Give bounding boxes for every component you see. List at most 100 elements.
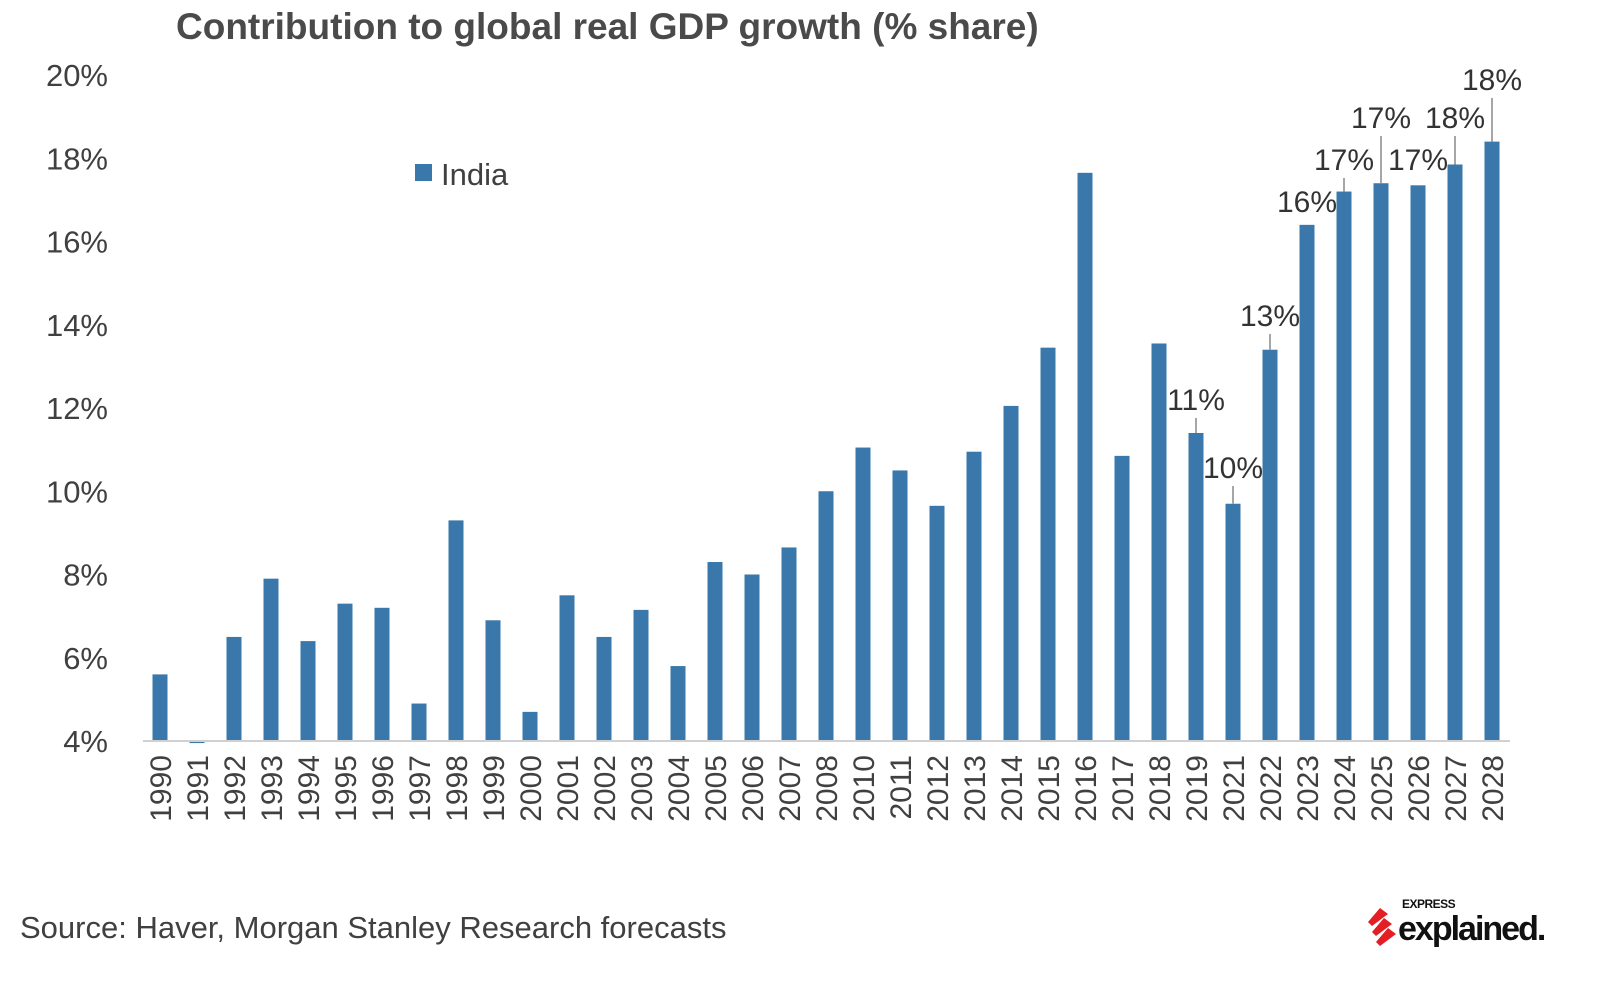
x-tick-label: 2027	[1440, 755, 1473, 822]
bar-2005	[707, 562, 723, 741]
bar-1993	[263, 578, 279, 741]
y-tick-label: 6%	[63, 641, 108, 676]
bar-2004	[670, 666, 686, 741]
bar-chart: 4% 6% 8% 10% 12% 14% 16% 18% 20% 1990 1991 1992 1993…	[46, 58, 1522, 822]
bar-2010	[855, 447, 871, 741]
x-tick-label: 1992	[219, 755, 252, 822]
bar-1998	[448, 520, 464, 741]
bar-1991	[189, 741, 205, 744]
x-tick-label: 2024	[1329, 755, 1362, 822]
x-tick-label: 2025	[1366, 755, 1399, 822]
data-label-2027: 18%	[1425, 102, 1485, 135]
bar-2008	[818, 491, 834, 741]
data-label-2021: 10%	[1203, 452, 1263, 485]
bar-2017	[1114, 455, 1130, 741]
x-tick-label: 1990	[145, 755, 178, 822]
x-tick-label: 2008	[811, 755, 844, 822]
bar-2023	[1299, 224, 1315, 742]
x-tick-label: 2007	[774, 755, 807, 822]
bar-1997	[411, 703, 427, 741]
legend-swatch	[415, 164, 432, 181]
bar-2028	[1484, 141, 1500, 742]
bar-2014	[1003, 405, 1019, 741]
data-label-2019: 11%	[1167, 384, 1225, 417]
x-tick-label: 2005	[700, 755, 733, 822]
logo-flame-icon	[1368, 908, 1396, 946]
bar-2001	[559, 595, 575, 741]
x-tick-label: 2021	[1218, 755, 1251, 822]
bar-1990	[152, 674, 168, 741]
x-tick-label: 1995	[330, 755, 363, 822]
x-tick-label: 2015	[1033, 755, 1066, 822]
x-tick-label: 2013	[959, 755, 992, 822]
bar-1995	[337, 603, 353, 741]
data-label-2022: 13%	[1240, 300, 1300, 333]
data-label-2025: 17%	[1351, 102, 1411, 135]
x-tick-label: 2026	[1403, 755, 1436, 822]
data-label-2028: 18%	[1462, 64, 1522, 97]
express-explained-logo: EXPRESS explained.	[1366, 898, 1566, 950]
x-tick-label: 2006	[737, 755, 770, 822]
y-tick-label: 8%	[63, 558, 108, 593]
data-label-2026: 17%	[1388, 144, 1448, 177]
bar-2018	[1151, 343, 1167, 741]
x-tick-label: 1997	[404, 755, 437, 822]
x-tick-label: 1999	[478, 755, 511, 822]
bar-2000	[522, 711, 538, 741]
x-tick-label: 2018	[1144, 755, 1177, 822]
x-tick-label: 2014	[996, 755, 1029, 822]
logo-express-text: EXPRESS	[1402, 897, 1456, 911]
bar-2013	[966, 451, 982, 741]
legend-label: India	[441, 157, 509, 192]
logo-explained-text: explained.	[1398, 910, 1546, 948]
chart-title: Contribution to global real GDP growth (…	[176, 6, 1039, 47]
y-tick-label: 18%	[46, 141, 108, 176]
x-tick-label: 2028	[1477, 755, 1510, 822]
bar-2019	[1188, 432, 1204, 741]
bar-2024	[1336, 191, 1352, 742]
bar-1999	[485, 620, 501, 741]
x-tick-label: 2000	[515, 755, 548, 822]
x-tick-label: 1991	[182, 755, 215, 822]
bar-2012	[929, 505, 945, 741]
x-tick-label: 2004	[663, 755, 696, 822]
x-tick-label: 2010	[848, 755, 881, 822]
source-note: Source: Haver, Morgan Stanley Research f…	[20, 910, 727, 945]
bar-1992	[226, 636, 242, 741]
bar-2025	[1373, 183, 1389, 742]
bar-2002	[596, 636, 612, 741]
bar-2022	[1262, 349, 1278, 741]
bar-2003	[633, 609, 649, 741]
x-tick-label: 2001	[552, 755, 585, 822]
bar-2007	[781, 547, 797, 741]
y-tick-label: 14%	[46, 308, 108, 343]
y-tick-label: 4%	[63, 724, 108, 759]
x-tick-label: 2017	[1107, 755, 1140, 822]
y-tick-label: 10%	[46, 474, 108, 509]
x-tick-label: 2012	[922, 755, 955, 822]
data-label-2024: 17%	[1314, 144, 1374, 177]
x-tick-label: 2022	[1255, 755, 1288, 822]
x-tick-label: 2011	[885, 755, 918, 820]
x-tick-label: 2019	[1181, 755, 1214, 822]
y-tick-label: 12%	[46, 391, 108, 426]
bar-1996	[374, 607, 390, 741]
bar-2016	[1077, 172, 1093, 742]
x-tick-label: 2002	[589, 755, 622, 822]
bar-1994	[300, 641, 316, 741]
x-tick-label: 1998	[441, 755, 474, 822]
x-tick-label: 1993	[256, 755, 289, 822]
bar-2026	[1410, 185, 1426, 741]
bar-2027	[1447, 164, 1463, 741]
y-tick-label: 16%	[46, 225, 108, 260]
data-label-2023: 16%	[1277, 186, 1337, 219]
y-tick-label: 20%	[46, 58, 108, 93]
bar-2015	[1040, 347, 1056, 741]
x-tick-label: 2016	[1070, 755, 1103, 822]
bar-2021	[1225, 503, 1241, 741]
x-tick-label: 1996	[367, 755, 400, 822]
x-tick-label: 2023	[1292, 755, 1325, 822]
bar-2006	[744, 574, 760, 741]
x-tick-label: 1994	[293, 755, 326, 822]
x-tick-label: 2003	[626, 755, 659, 822]
